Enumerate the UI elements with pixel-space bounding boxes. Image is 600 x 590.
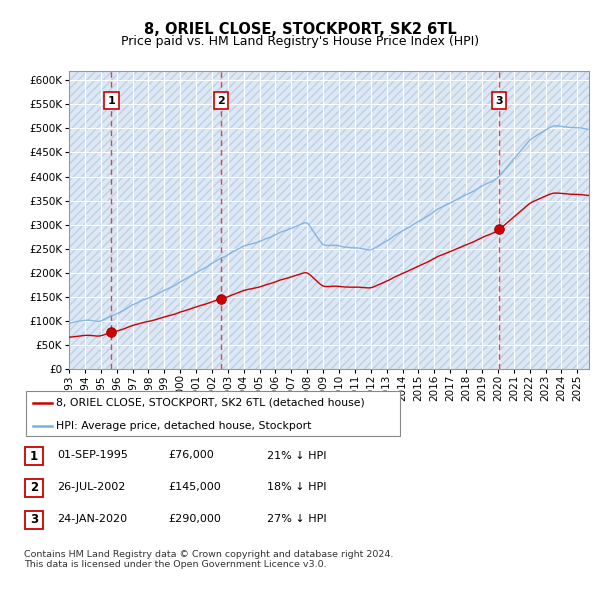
Text: 3: 3 (495, 96, 503, 106)
Text: £290,000: £290,000 (168, 514, 221, 524)
Text: 2: 2 (30, 481, 38, 494)
Text: 8, ORIEL CLOSE, STOCKPORT, SK2 6TL (detached house): 8, ORIEL CLOSE, STOCKPORT, SK2 6TL (deta… (56, 398, 365, 408)
Text: 26-JUL-2002: 26-JUL-2002 (57, 483, 125, 492)
Text: 24-JAN-2020: 24-JAN-2020 (57, 514, 127, 524)
Text: £76,000: £76,000 (168, 451, 214, 460)
Text: 01-SEP-1995: 01-SEP-1995 (57, 451, 128, 460)
Text: 3: 3 (30, 513, 38, 526)
Text: Price paid vs. HM Land Registry's House Price Index (HPI): Price paid vs. HM Land Registry's House … (121, 35, 479, 48)
Text: 8, ORIEL CLOSE, STOCKPORT, SK2 6TL: 8, ORIEL CLOSE, STOCKPORT, SK2 6TL (143, 22, 457, 37)
Text: 1: 1 (107, 96, 115, 106)
FancyBboxPatch shape (25, 479, 43, 497)
Text: 18% ↓ HPI: 18% ↓ HPI (267, 483, 326, 492)
FancyBboxPatch shape (25, 447, 43, 465)
Text: £145,000: £145,000 (168, 483, 221, 492)
Text: 27% ↓ HPI: 27% ↓ HPI (267, 514, 326, 524)
Text: Contains HM Land Registry data © Crown copyright and database right 2024.
This d: Contains HM Land Registry data © Crown c… (24, 550, 394, 569)
Text: 1: 1 (30, 450, 38, 463)
FancyBboxPatch shape (26, 391, 400, 436)
FancyBboxPatch shape (25, 511, 43, 529)
Text: HPI: Average price, detached house, Stockport: HPI: Average price, detached house, Stoc… (56, 421, 311, 431)
Text: 21% ↓ HPI: 21% ↓ HPI (267, 451, 326, 460)
Text: 2: 2 (217, 96, 225, 106)
